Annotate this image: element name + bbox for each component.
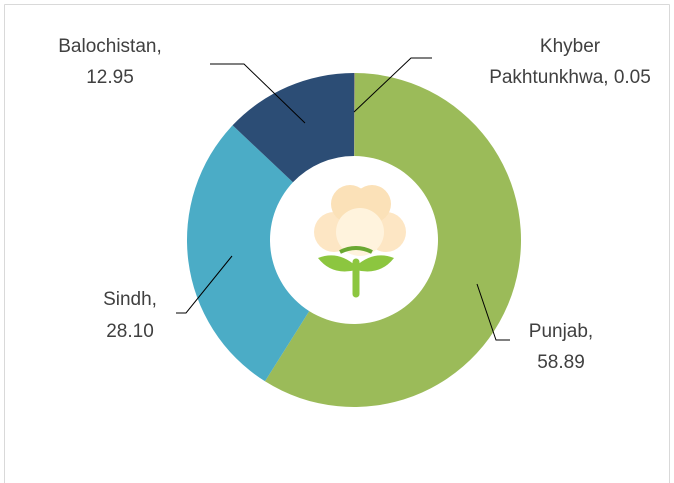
data-label: Pakhtunkhwa, 0.05 <box>489 67 651 88</box>
data-label: 58.89 <box>537 352 585 373</box>
leader-line <box>176 255 233 314</box>
data-label: Punjab, <box>529 321 593 342</box>
cotton-icon <box>314 185 406 298</box>
data-label: Khyber <box>540 36 601 57</box>
data-label: 28.10 <box>106 321 154 342</box>
donut-slice <box>186 125 310 382</box>
donut-slice <box>354 73 355 157</box>
data-label: Balochistan, <box>58 36 162 57</box>
leader-line <box>476 283 510 341</box>
leader-line <box>353 57 432 113</box>
leader-line <box>210 63 306 124</box>
donut-slice <box>232 73 354 183</box>
data-label: 12.95 <box>86 67 134 88</box>
donut-slice <box>264 73 521 407</box>
data-label: Sindh, <box>103 289 157 310</box>
